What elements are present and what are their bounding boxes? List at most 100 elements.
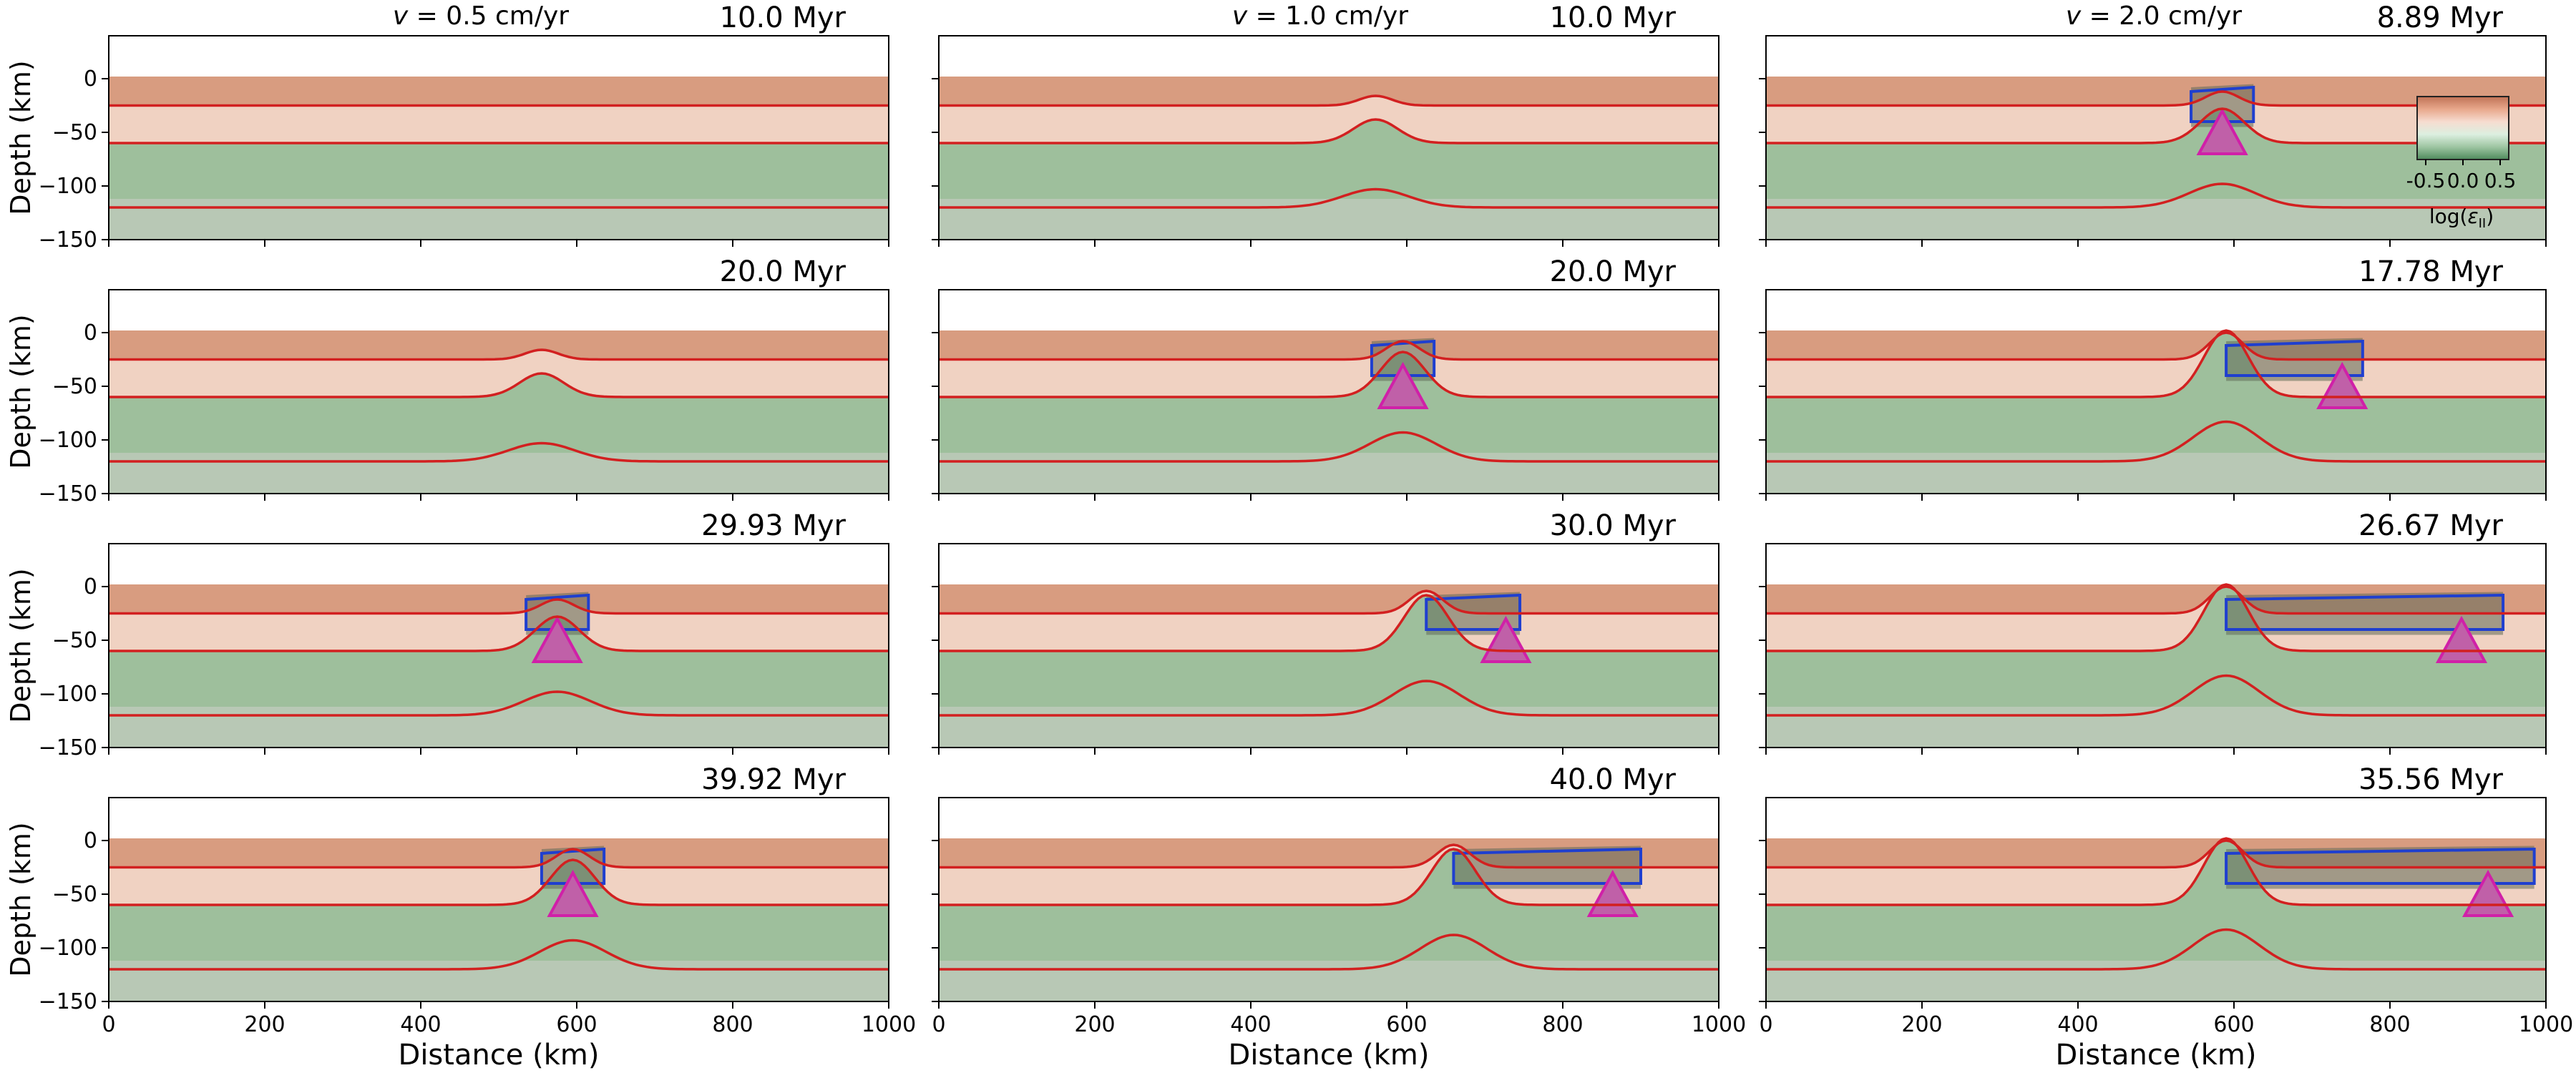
x-tick-label: 0 [932, 1012, 945, 1037]
lithosphere-base-line [1766, 928, 2546, 971]
panel-time-label: 10.0 Myr [1550, 1, 1677, 34]
panel-frame [108, 289, 889, 494]
lower-crust-layer [939, 591, 1719, 651]
melt-outline [2225, 339, 2364, 377]
x-tick-label: 800 [712, 1012, 753, 1037]
melt-outline [2190, 85, 2255, 123]
lithosphere-base-line [1766, 420, 2546, 463]
y-tick-label: −100 [39, 936, 97, 961]
mantle-layer [109, 617, 889, 707]
x-tick-label: 800 [1542, 1012, 1583, 1037]
asthenosphere-layer [109, 705, 889, 748]
y-tick-label: −100 [39, 174, 97, 199]
y-tick-label: 0 [84, 828, 97, 853]
upper-crust-layer [939, 584, 1719, 614]
asthenosphere-layer [939, 705, 1719, 748]
panel-frame [938, 289, 1719, 494]
colorbar-label: log(εII) [2429, 205, 2494, 231]
upper-crust-base-line [939, 94, 1719, 107]
mantle-layer [109, 373, 889, 453]
panel-content [1766, 329, 2546, 494]
panel-time-label: 29.93 Myr [701, 509, 846, 542]
upper-crust-layer [939, 77, 1719, 106]
panel-frame [1765, 35, 2547, 240]
mantle-layer [1766, 109, 2546, 199]
lower-crust-base-line [939, 118, 1719, 144]
panel-time-label: 8.89 Myr [2377, 1, 2504, 34]
panel-time-label: 40.0 Myr [1550, 763, 1677, 796]
x-tick-label: 1000 [1692, 1012, 1746, 1037]
panel-frame [938, 35, 1719, 240]
x-tick-label: 600 [2213, 1012, 2254, 1037]
y-tick-label: 0 [84, 574, 97, 599]
colorbar-tick-label: 0.0 [2447, 169, 2479, 192]
lithosphere-base-line [939, 934, 1719, 971]
y-tick-label: −150 [39, 735, 97, 760]
upper-crust-base-line [1766, 839, 2546, 869]
y-tick-label: −50 [52, 374, 97, 399]
mantle-layer [1766, 330, 2546, 453]
melt-outline [1452, 847, 1642, 885]
y-tick-label: −150 [39, 227, 97, 253]
x-tick-label: 600 [1386, 1012, 1427, 1037]
panel-content [939, 77, 1719, 240]
y-tick-label: −150 [39, 989, 97, 1014]
panel-time-label: 35.56 Myr [2358, 763, 2503, 796]
panel-time-label: 26.67 Myr [2358, 509, 2503, 542]
upper-crust-layer [1766, 330, 2546, 360]
y-tick-label: −50 [52, 120, 97, 145]
panel-content [109, 330, 889, 494]
upper-crust-base-line [939, 843, 1719, 869]
melt-outline [525, 593, 590, 631]
upper-crust-layer [1766, 77, 2546, 106]
x-tick-label: 200 [244, 1012, 285, 1037]
asthenosphere-layer [109, 197, 889, 240]
lower-crust-layer [109, 350, 889, 397]
lower-crust-base-line [109, 615, 889, 652]
upper-crust-layer [109, 77, 889, 106]
panel: 0 200 400 600 800 1000 0 −50 −100 −150 39.92 Myr [39, 763, 917, 1037]
panel-content [109, 838, 889, 1001]
melt-outline [2225, 847, 2536, 885]
lower-crust-layer [109, 105, 889, 143]
mantle-layer [109, 860, 889, 961]
x-tick-label: 400 [400, 1012, 441, 1037]
x-tick-label: 400 [1230, 1012, 1271, 1037]
panel-frame [108, 35, 889, 240]
panel-time-label: 20.0 Myr [1550, 255, 1677, 288]
lower-crust-layer [939, 845, 1719, 905]
y-tick-label: −50 [52, 882, 97, 907]
x-tick-label: 400 [2057, 1012, 2098, 1037]
lower-crust-base-line [109, 372, 889, 398]
y-axis-label: Depth (km) [5, 822, 36, 977]
asthenosphere-layer [939, 959, 1719, 1001]
panel-content [939, 584, 1719, 748]
y-tick-label: 0 [84, 67, 97, 92]
panel-frame [1765, 543, 2547, 748]
panel: 26.67 Myr [1759, 509, 2547, 755]
upper-crust-base-line [1766, 331, 2546, 361]
x-tick-label: 600 [556, 1012, 597, 1037]
melt-outline [1425, 593, 1522, 631]
lower-crust-base-line [939, 594, 1719, 652]
lithosphere-base-line [939, 187, 1719, 209]
colorbar-tick-label: 0.5 [2484, 169, 2517, 192]
panel-frame [108, 543, 889, 748]
upper-crust-layer [109, 584, 889, 614]
panel-frame [938, 543, 1719, 748]
y-axis-label: Depth (km) [5, 60, 36, 215]
panel: 0 200 400 600 800 1000 40.0 Myr [932, 763, 1746, 1037]
lower-crust-base-line [1766, 107, 2546, 144]
magma-pocket [1377, 361, 1429, 409]
mantle-layer [939, 352, 1719, 453]
lower-crust-layer [109, 599, 889, 651]
asthenosphere-layer [109, 451, 889, 494]
panel-time-label: 30.0 Myr [1550, 509, 1677, 542]
lower-crust-base-line [939, 848, 1719, 906]
panel-time-label: 10.0 Myr [720, 1, 847, 34]
asthenosphere-layer [109, 959, 889, 1001]
lithosphere-base-line [109, 690, 889, 717]
upper-crust-base-line [939, 589, 1719, 615]
lower-crust-layer [939, 96, 1719, 143]
x-axis-label: Distance (km) [1229, 1039, 1430, 1072]
